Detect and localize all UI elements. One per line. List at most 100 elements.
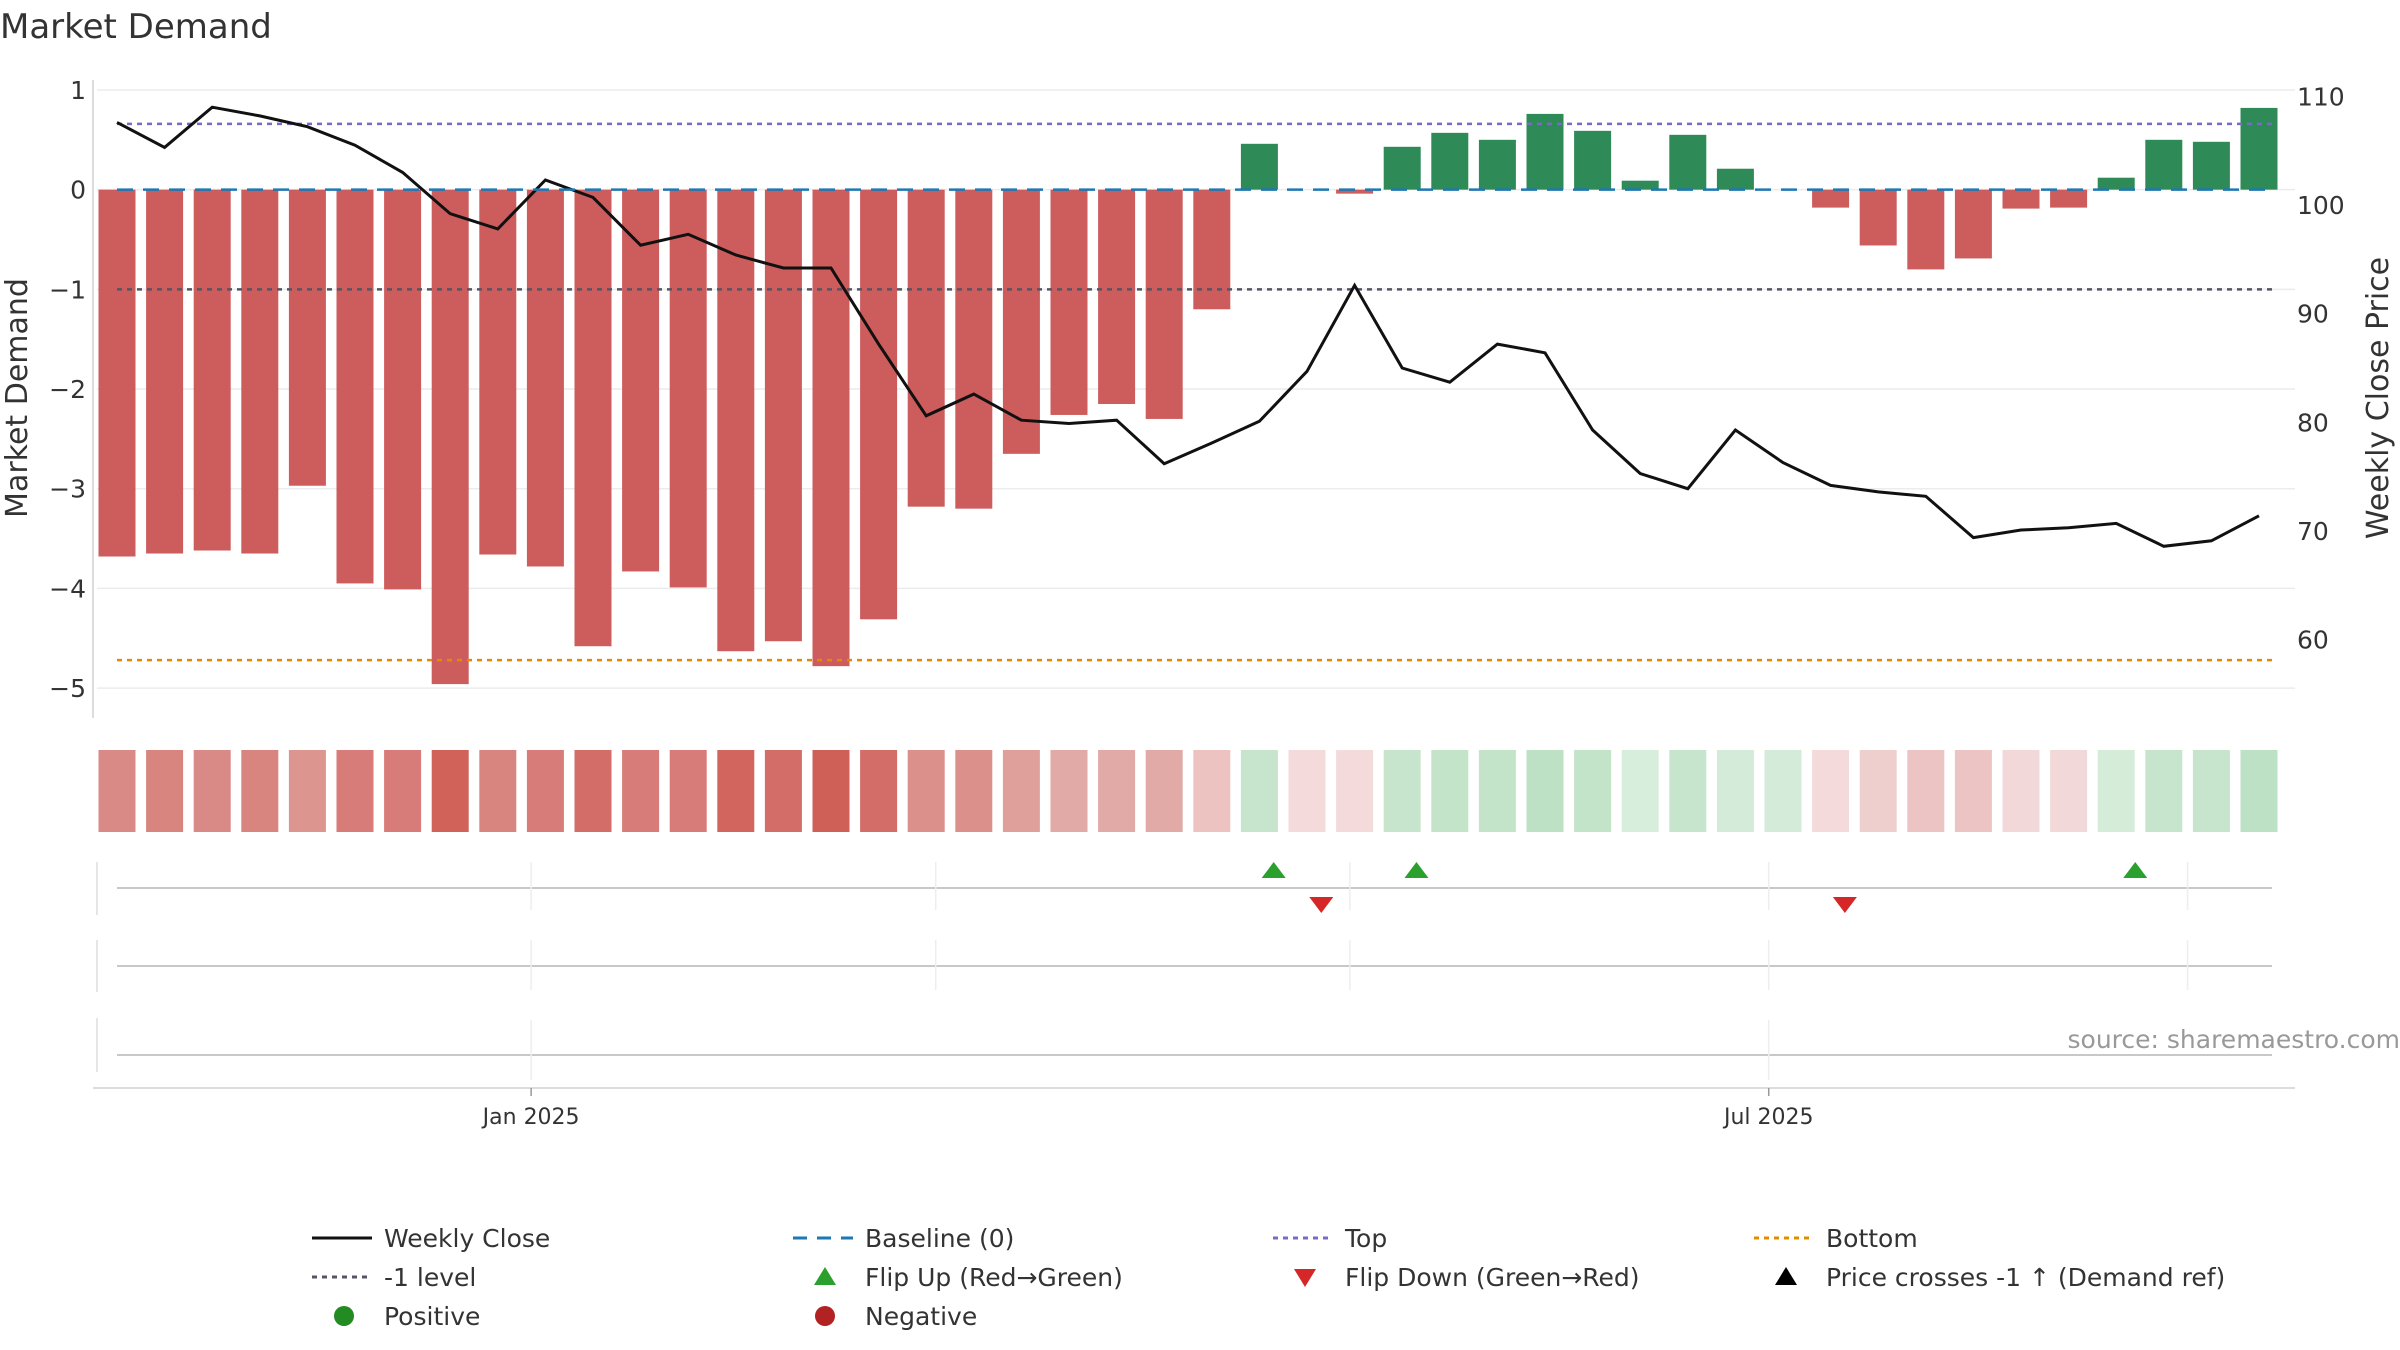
strip-cell xyxy=(1383,750,1421,832)
strip-cell xyxy=(1764,750,1802,832)
source-note: source: sharemaestro.com xyxy=(2068,1025,2400,1054)
negative-bar xyxy=(384,189,422,590)
strip-cell xyxy=(241,750,279,832)
legend-label: Negative xyxy=(865,1302,977,1331)
negative-bar xyxy=(1336,189,1374,194)
positive-bar xyxy=(1478,139,1516,190)
strip-cell xyxy=(431,750,469,832)
strip-cell xyxy=(2097,750,2135,832)
right-tick-label: 90 xyxy=(2297,300,2329,329)
positive-bar xyxy=(1383,146,1421,190)
legend-triangle-up-icon xyxy=(814,1267,836,1285)
right-tick-label: 110 xyxy=(2297,82,2345,111)
horizontal-gridlines xyxy=(97,89,2295,689)
flip-up-marker xyxy=(2123,862,2148,878)
negative-bar xyxy=(1145,189,1183,419)
strip-cell xyxy=(479,750,517,832)
strip-cell xyxy=(526,750,564,832)
negative-bar xyxy=(907,189,945,507)
negative-bar xyxy=(241,189,279,554)
strip-cell xyxy=(1336,750,1374,832)
x-axis-ticks: Jan 2025 Jul 2025 xyxy=(481,1088,1814,1130)
positive-bar xyxy=(2240,107,2278,190)
demand-heat-strip xyxy=(98,750,2278,832)
right-axis-ticks: 110 100 90 80 70 60 xyxy=(2297,82,2345,654)
positive-bar xyxy=(1669,134,1707,190)
strip-cell xyxy=(146,750,184,832)
strip-cell xyxy=(1669,750,1707,832)
strip-cell xyxy=(1240,750,1278,832)
positive-bar xyxy=(1526,113,1564,190)
strip-cell xyxy=(1145,750,1183,832)
flip-up-marker xyxy=(1404,862,1429,878)
strip-cell xyxy=(1574,750,1612,832)
strip-cell xyxy=(812,750,850,832)
strip-cell xyxy=(2192,750,2230,832)
positive-bar xyxy=(1716,168,1754,190)
legend-circle-icon xyxy=(815,1306,835,1326)
legend-triangle-up-icon xyxy=(1775,1267,1797,1285)
strip-cell xyxy=(384,750,422,832)
negative-bar xyxy=(1002,189,1040,454)
left-tick-label: −5 xyxy=(49,674,86,703)
negative-bar xyxy=(1193,189,1231,310)
negative-bar xyxy=(288,189,326,486)
strip-cell xyxy=(717,750,755,832)
strip-cell xyxy=(193,750,231,832)
strip-cell xyxy=(622,750,660,832)
demand-bars xyxy=(98,107,2278,685)
legend-label: Positive xyxy=(384,1302,480,1331)
negative-bar xyxy=(574,189,612,647)
negative-bar xyxy=(1907,189,1945,270)
strip-cell xyxy=(2145,750,2183,832)
strip-cell xyxy=(669,750,707,832)
left-tick-label: −2 xyxy=(49,375,86,404)
left-tick-label: −1 xyxy=(49,275,86,304)
negative-bar xyxy=(146,189,184,554)
strip-cell xyxy=(955,750,993,832)
negative-bar xyxy=(193,189,231,551)
strip-cell xyxy=(98,750,136,832)
negative-bar xyxy=(2002,189,2040,209)
legend-label: Baseline (0) xyxy=(865,1224,1014,1253)
strip-cell xyxy=(860,750,898,832)
right-tick-label: 70 xyxy=(2297,517,2329,546)
negative-bar xyxy=(526,189,564,567)
left-tick-label: −4 xyxy=(49,574,86,603)
legend-label: Flip Up (Red→Green) xyxy=(865,1263,1123,1292)
legend-label: -1 level xyxy=(384,1263,476,1292)
negative-bar xyxy=(1050,189,1088,415)
positive-bar xyxy=(2192,141,2230,190)
legend-label: Flip Down (Green→Red) xyxy=(1345,1263,1640,1292)
main-panel: 1 0 −1 −2 −3 −4 −5 110 100 90 80 70 60 Market Deman… xyxy=(0,76,2396,718)
positive-bar xyxy=(2097,177,2135,190)
negative-bar xyxy=(2050,189,2088,208)
x-tick-label: Jul 2025 xyxy=(1722,1105,1814,1130)
legend-label: Weekly Close xyxy=(384,1224,550,1253)
chart-title: Market Demand xyxy=(0,7,272,47)
right-tick-label: 60 xyxy=(2297,626,2329,655)
right-tick-label: 100 xyxy=(2297,191,2345,220)
strip-cell xyxy=(1193,750,1231,832)
negative-bar xyxy=(860,189,898,620)
legend-label: Price crosses -1 ↑ (Demand ref) xyxy=(1826,1263,2225,1292)
legend-circle-icon xyxy=(334,1306,354,1326)
left-axis-ticks: 1 0 −1 −2 −3 −4 −5 xyxy=(49,76,86,703)
positive-bar xyxy=(1240,143,1278,190)
strip-cell xyxy=(2002,750,2040,832)
strip-cell xyxy=(1478,750,1516,832)
legend-label: Bottom xyxy=(1826,1224,1918,1253)
strip-cell xyxy=(907,750,945,832)
strip-cell xyxy=(336,750,374,832)
x-tick-label: Jan 2025 xyxy=(481,1105,580,1130)
left-tick-label: −3 xyxy=(49,475,86,504)
strip-cell xyxy=(1431,750,1469,832)
right-axis-title: Weekly Close Price xyxy=(2361,257,2396,539)
strip-cell xyxy=(1098,750,1136,832)
negative-bar xyxy=(98,189,136,557)
flip-down-marker xyxy=(1309,897,1334,913)
strip-cell xyxy=(1002,750,1040,832)
left-tick-label: 1 xyxy=(70,76,86,105)
strip-cell xyxy=(764,750,802,832)
